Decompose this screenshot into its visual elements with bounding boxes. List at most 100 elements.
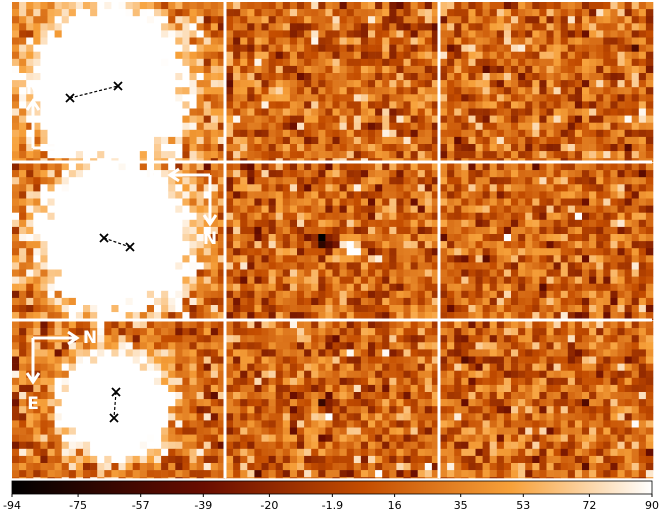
pixel: [589, 94, 597, 102]
pixel: [125, 342, 133, 350]
pixel: [375, 73, 383, 81]
pixel: [631, 144, 640, 152]
pixel: [161, 144, 169, 152]
pixel: [375, 470, 383, 478]
pixel: [132, 184, 141, 192]
pixel: [610, 163, 618, 171]
pixel: [132, 434, 141, 442]
pixel: [104, 184, 112, 192]
pixel: [83, 163, 91, 171]
pixel: [104, 37, 112, 45]
pixel: [339, 370, 347, 379]
pixel: [233, 37, 241, 45]
pixel: [431, 151, 440, 159]
pixel: [233, 255, 241, 263]
pixel: [210, 122, 219, 131]
pixel: [645, 136, 654, 145]
pixel: [431, 455, 440, 464]
pixel: [161, 349, 169, 357]
pixel: [97, 321, 105, 329]
pixel: [431, 44, 440, 52]
pixel: [454, 44, 462, 52]
pixel: [489, 87, 498, 95]
pixel: [54, 198, 62, 206]
pixel: [210, 241, 219, 249]
pixel: [210, 37, 219, 45]
pixel: [33, 16, 41, 24]
pixel: [610, 80, 618, 88]
pixel: [318, 30, 326, 38]
pixel: [304, 184, 312, 192]
pixel: [553, 58, 561, 67]
pixel: [83, 37, 91, 45]
pixel: [268, 262, 276, 270]
pixel: [203, 356, 212, 364]
pixel: [33, 399, 41, 407]
pixel: [210, 406, 219, 414]
pixel: [289, 434, 298, 442]
pixel: [424, 413, 433, 421]
pixel: [424, 312, 433, 320]
pixel: [68, 248, 77, 256]
pixel: [318, 9, 326, 17]
pixel: [424, 2, 433, 10]
pixel: [104, 136, 112, 145]
pixel: [26, 163, 34, 171]
pixel: [268, 144, 276, 152]
pixel: [375, 205, 383, 213]
pixel: [26, 356, 34, 364]
pixel: [289, 108, 298, 116]
pixel: [217, 406, 226, 414]
pixel: [203, 262, 212, 270]
pixel: [424, 212, 433, 221]
pixel: [318, 212, 326, 221]
pixel: [90, 94, 98, 102]
pixel: [97, 163, 105, 171]
pixel: [447, 122, 455, 131]
pixel: [424, 420, 433, 428]
pixel: [396, 335, 404, 343]
pixel: [382, 101, 390, 109]
pixel: [203, 184, 212, 192]
pixel: [261, 158, 269, 163]
pixel: [97, 9, 105, 17]
pixel: [33, 158, 41, 163]
pixel: [54, 283, 62, 292]
pixel: [26, 115, 34, 123]
pixel: [489, 44, 498, 52]
pixel: [511, 87, 519, 95]
pixel: [511, 115, 519, 123]
pixel: [403, 384, 411, 393]
pixel: [182, 290, 190, 299]
pixel: [26, 44, 34, 52]
pixel: [83, 170, 91, 178]
pixel: [40, 297, 48, 306]
pixel: [318, 427, 326, 435]
pixel: [118, 290, 126, 299]
pixel: [475, 9, 483, 17]
pixel: [90, 413, 98, 421]
pixel: [118, 370, 126, 379]
pixel: [75, 420, 84, 428]
pixel: [161, 342, 169, 350]
pixel: [461, 80, 469, 88]
pixel: [410, 448, 418, 457]
pixel: [353, 136, 362, 145]
pixel: [282, 312, 291, 320]
pixel: [12, 58, 20, 67]
pixel: [311, 234, 319, 242]
pixel: [247, 297, 255, 306]
pixel: [182, 406, 190, 414]
pixel: [353, 283, 362, 292]
pixel: [217, 87, 226, 95]
pixel: [118, 399, 126, 407]
pixel: [54, 290, 62, 299]
pixel: [603, 163, 611, 171]
pixel: [360, 241, 369, 249]
pixel: [325, 158, 333, 163]
pixel: [496, 87, 505, 95]
pixel: [261, 321, 269, 329]
pixel: [111, 101, 119, 109]
pixel: [275, 392, 284, 400]
pixel: [496, 144, 505, 152]
